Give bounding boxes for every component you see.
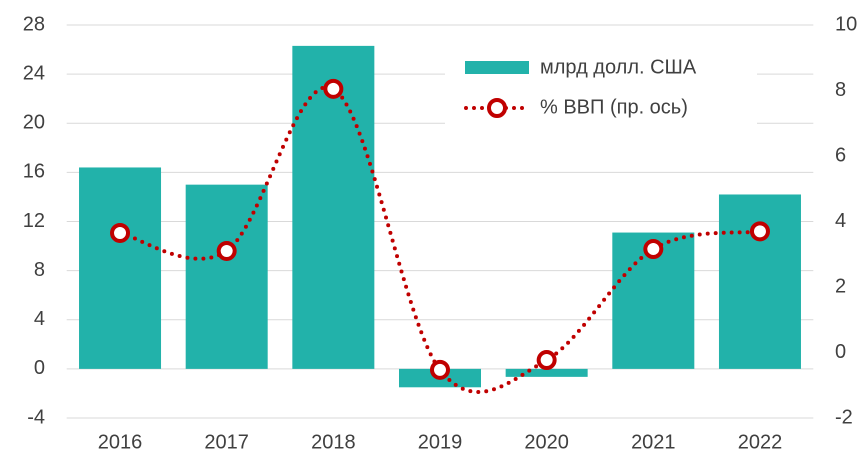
x-tick-label: 2018 [311,431,356,453]
y2-tick-label: 4 [835,210,846,232]
bar [185,184,268,369]
y2-tick-label: 6 [835,144,846,166]
y-tick-label: 8 [34,259,45,281]
y-tick-label: 16 [23,161,45,183]
y-tick-label: 0 [34,357,45,379]
y2-tick-label: 0 [835,341,846,363]
legend-swatch [465,61,529,74]
y2-tick-label: 2 [835,275,846,297]
x-tick-label: 2019 [418,431,463,453]
legend-label: млрд долл. США [540,56,697,78]
x-tick-label: 2022 [738,431,783,453]
bar [292,45,375,369]
y-tick-label: 4 [34,308,45,330]
y-tick-label: -4 [27,406,45,428]
x-tick-label: 2017 [204,431,249,453]
y-tick-label: 24 [23,62,45,84]
line-marker [430,359,450,380]
y-tick-label: 28 [23,13,45,35]
y2-tick-label: 8 [835,79,846,101]
x-tick-label: 2016 [98,431,143,453]
legend-swatch-marker [487,98,507,118]
bar [505,368,588,377]
y2-tick-label: 10 [835,13,857,35]
y2-tick-label: -2 [835,406,853,428]
bar [79,167,162,369]
line-marker [536,350,557,371]
y-tick-label: 12 [23,210,45,232]
line-marker [749,221,770,242]
line-marker [110,222,131,243]
legend: млрд долл. США % ВВП (пр. ось) [445,48,757,130]
line-marker [216,240,237,261]
line-marker [643,239,664,260]
legend-label: % ВВП (пр. ось) [540,96,688,118]
y-tick-label: 20 [23,112,45,134]
x-tick-label: 2020 [524,431,569,453]
line-marker [323,78,344,99]
bar [718,194,801,369]
x-tick-label: 2021 [631,431,676,453]
